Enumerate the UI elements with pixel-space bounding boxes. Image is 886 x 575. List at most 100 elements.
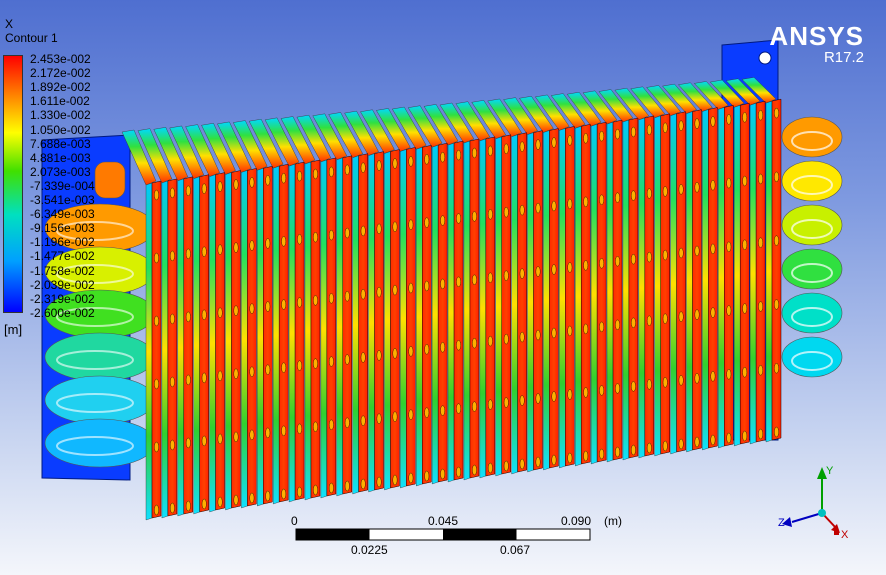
tube-hole — [535, 329, 541, 341]
fin-edge — [734, 105, 741, 447]
fin-face — [660, 113, 670, 455]
tube-hole — [344, 417, 350, 429]
fin-top — [137, 128, 173, 184]
tube-hole — [726, 432, 732, 444]
fin-edge — [527, 132, 534, 473]
tube-hole — [567, 135, 573, 146]
tube-hole — [328, 229, 334, 241]
legend-level-label: 1.892e-002 — [30, 80, 91, 95]
triad-x-label: X — [841, 529, 849, 541]
tube-hole — [630, 253, 636, 265]
tube-hole — [424, 470, 430, 482]
tube-hole — [440, 468, 446, 480]
tube-hole — [567, 452, 573, 464]
u-bend-highlight — [56, 436, 134, 456]
tube-hole — [615, 319, 620, 331]
tube-hole — [169, 313, 175, 325]
tube-hole — [519, 331, 525, 343]
fin-edge — [718, 107, 725, 449]
fin-edge — [272, 165, 280, 505]
tube-hole — [344, 164, 350, 176]
tube-hole — [551, 454, 557, 466]
tube-hole — [424, 344, 430, 355]
fin-face — [406, 147, 416, 487]
tube-hole — [328, 356, 334, 367]
tube-hole — [774, 426, 779, 438]
tube-hole — [471, 337, 477, 349]
tube-hole — [487, 462, 493, 474]
tube-hole — [328, 419, 334, 431]
tube-hole — [297, 360, 303, 371]
tube-hole — [201, 309, 207, 321]
fin-edge — [193, 176, 200, 515]
tube-hole — [535, 266, 541, 277]
axis-triad[interactable]: Y X Z — [770, 455, 860, 545]
tube-hole — [774, 362, 779, 374]
fin-edge — [400, 149, 407, 489]
fin-face — [580, 123, 591, 465]
tube-hole — [678, 438, 684, 450]
tube-hole — [376, 350, 382, 361]
fin-top — [169, 125, 204, 179]
tube-hole — [344, 480, 350, 492]
fin-face — [644, 115, 655, 457]
fin-face — [469, 138, 480, 479]
fin-edge — [670, 113, 677, 455]
legend-title: Contour 1 — [5, 31, 58, 45]
tube-hole — [662, 186, 668, 197]
tube-hole — [503, 397, 509, 408]
fin-edge — [559, 128, 566, 469]
fin-edge — [765, 100, 773, 443]
tube-hole — [169, 439, 175, 451]
fin-face — [453, 140, 464, 481]
tube-hole — [646, 379, 652, 390]
tube-hole — [456, 276, 462, 288]
fin-edge — [622, 119, 630, 461]
fin-face — [231, 170, 241, 509]
tube-hole — [185, 437, 191, 449]
tube-hole — [440, 405, 446, 416]
u-bend-highlight — [791, 307, 833, 327]
tube-hole — [758, 364, 764, 376]
fin-top — [296, 114, 332, 163]
fin-top — [153, 127, 189, 182]
fin-face — [501, 134, 511, 475]
tube-hole — [249, 492, 255, 504]
fin-face — [485, 136, 496, 477]
tube-hole — [742, 175, 748, 187]
fin-edge — [161, 180, 169, 519]
tube-hole — [360, 352, 366, 363]
tube-hole — [169, 187, 175, 199]
tube-hole — [233, 179, 239, 190]
tube-hole — [424, 407, 430, 418]
fin-top — [582, 90, 618, 125]
fin-top — [264, 117, 300, 167]
tube-hole — [233, 242, 239, 253]
fin-face — [310, 159, 321, 499]
tube-hole — [519, 204, 525, 216]
u-bend-highlight — [56, 264, 134, 284]
tube-hole — [487, 209, 493, 220]
fin-face — [390, 149, 400, 489]
tube-hole — [662, 440, 668, 452]
tube-hole — [265, 364, 271, 375]
tube-hole — [487, 272, 493, 283]
tube-hole — [599, 258, 605, 269]
legend-level-label: -1.758e-002 — [30, 263, 95, 278]
tube-hole — [519, 395, 525, 406]
left-u-bends — [44, 161, 156, 468]
z-axis-icon — [791, 512, 823, 523]
legend-level-label: 2.172e-002 — [30, 66, 91, 81]
fin-edge — [145, 182, 153, 521]
tube-hole — [694, 436, 700, 448]
fin-edge — [320, 159, 328, 499]
tube-hole — [630, 444, 636, 456]
tube-hole — [440, 278, 446, 290]
tube-hole — [360, 162, 366, 173]
tube-hole — [201, 498, 207, 510]
tube-hole — [758, 173, 764, 185]
tube-hole — [281, 488, 287, 500]
fin-face — [771, 98, 782, 441]
fin-face — [374, 151, 384, 491]
